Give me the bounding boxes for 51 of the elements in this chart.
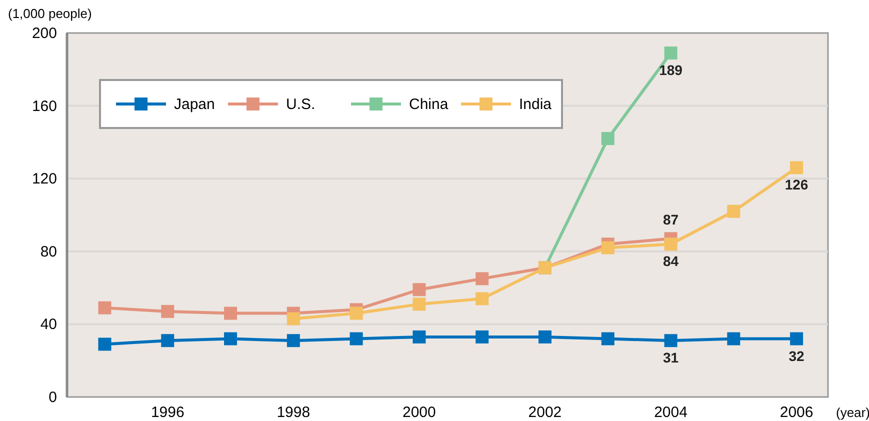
y-tick-label: 160 (32, 98, 57, 115)
data-label: 84 (662, 253, 679, 270)
legend-label: Japan (174, 96, 215, 113)
point (350, 306, 363, 320)
point (412, 283, 426, 296)
point (224, 306, 238, 320)
data-label: 126 (784, 176, 808, 193)
point (350, 332, 363, 346)
point (476, 330, 489, 344)
point (224, 332, 238, 346)
point (790, 161, 804, 174)
x-tick-label: 2000 (402, 404, 436, 421)
point (727, 204, 740, 218)
point (538, 330, 552, 344)
point (790, 332, 804, 346)
point (476, 292, 489, 306)
point (412, 330, 426, 344)
legend-label: China (409, 96, 449, 113)
data-label: 32 (788, 348, 805, 364)
point (601, 241, 614, 254)
x-tick-label: 1996 (150, 404, 184, 421)
point (664, 46, 678, 60)
x-tick-label: 2004 (654, 404, 688, 421)
point (98, 301, 112, 314)
data-label: 189 (659, 62, 683, 78)
y-tick-label: 0 (48, 389, 57, 406)
point (476, 272, 489, 286)
point (664, 238, 678, 251)
y-tick-label: 80 (40, 243, 57, 260)
point (161, 304, 174, 318)
y-tick-label: 200 (32, 25, 57, 42)
point (601, 332, 614, 346)
x-tick-label: 2002 (528, 404, 562, 421)
x-tick-label: 1998 (276, 404, 310, 421)
point (727, 332, 740, 346)
legend-label: India (519, 96, 552, 113)
data-label: 31 (662, 350, 679, 366)
point (664, 334, 678, 348)
y-axis-title: (1,000 people) (8, 6, 92, 21)
x-axis-title: (year) (836, 405, 869, 420)
point (161, 334, 174, 348)
point (286, 334, 300, 348)
data-label: 87 (662, 212, 679, 228)
point (412, 298, 426, 311)
point (98, 338, 112, 351)
point (286, 312, 300, 326)
y-tick-label: 120 (32, 170, 57, 188)
y-tick-label: 40 (40, 316, 57, 334)
legend-label: U.S. (286, 96, 316, 113)
x-tick-label: 2006 (780, 404, 814, 421)
point (601, 132, 614, 146)
